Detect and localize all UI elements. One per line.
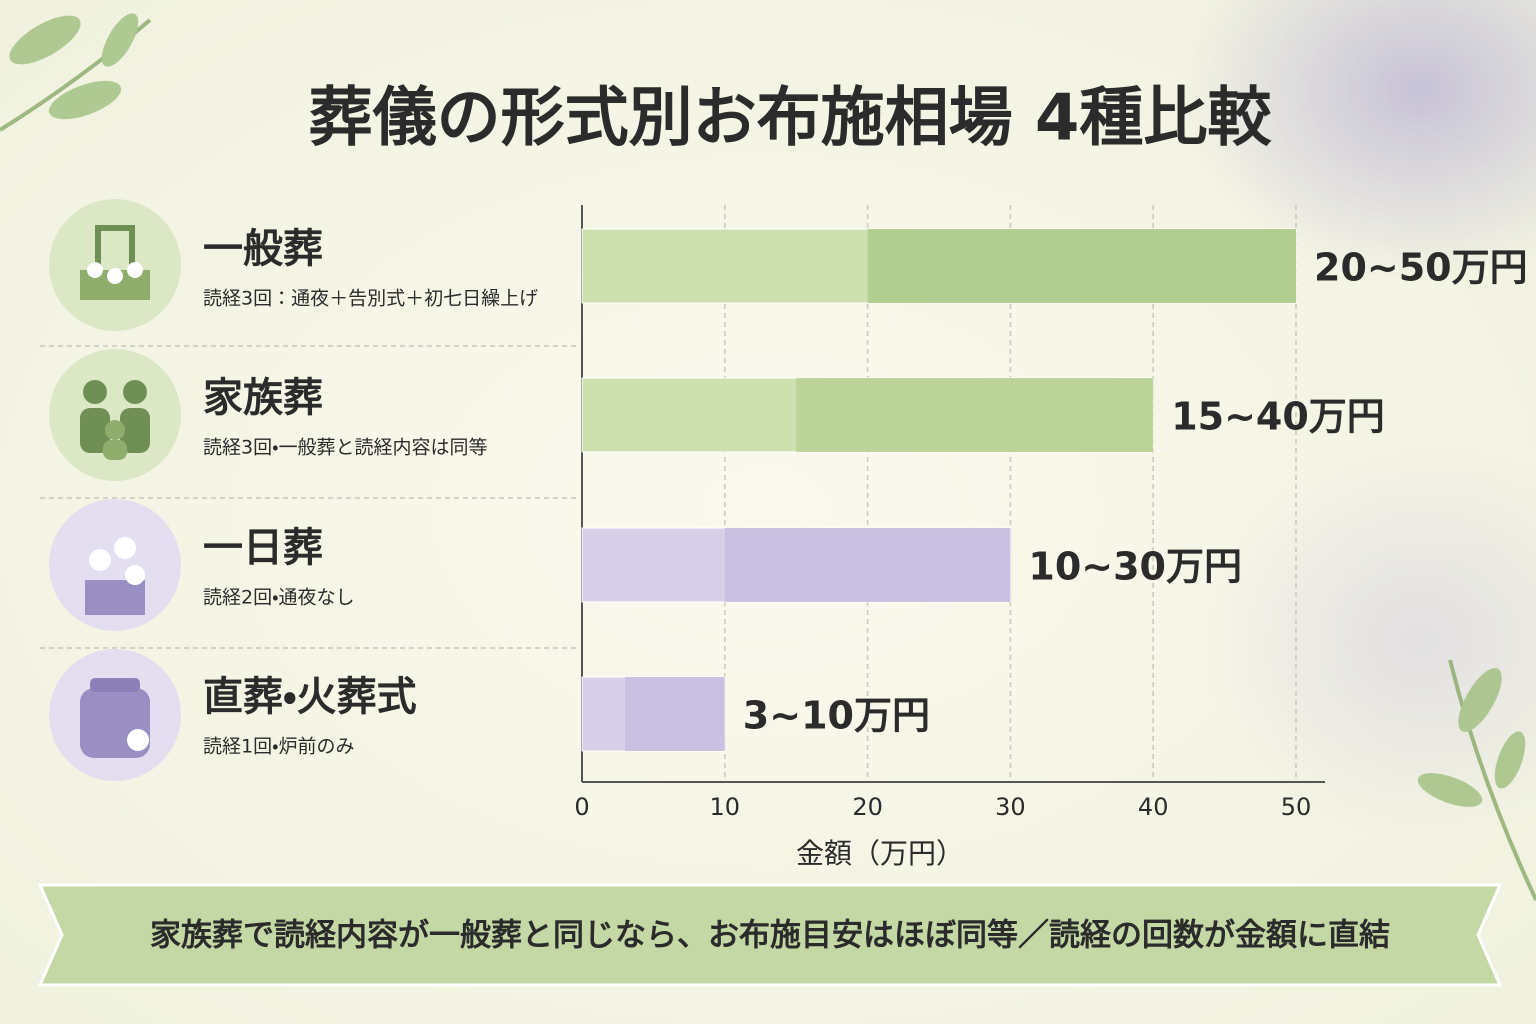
x-tick-label: 50	[1281, 793, 1312, 821]
category-name: 直葬・火葬式	[203, 674, 417, 720]
x-tick-label: 40	[1138, 793, 1169, 821]
category-note: 読経3回：通夜＋告別式＋初七日繰上げ	[203, 288, 538, 310]
category-name: 一般葬	[203, 226, 323, 272]
footer-text: 家族葬で読経内容が一般葬と同じなら、お布施目安はほぼ同等／読経の回数が金額に直結	[150, 918, 1390, 954]
category-name: 一日葬	[203, 525, 323, 571]
category-note: 読経3回・一般葬と読経内容は同等	[203, 437, 488, 459]
value-label: 15~40万円	[1171, 395, 1385, 439]
icons	[49, 199, 181, 781]
bar-range	[624, 677, 725, 751]
decoration	[1180, 0, 1536, 280]
title: 葬儀の形式別お布施相場 4種比較	[309, 82, 1273, 156]
bar-range	[796, 378, 1154, 452]
value-label: 3~10万円	[743, 694, 930, 738]
value-label: 10~30万円	[1028, 545, 1242, 589]
decoration	[1200, 440, 1536, 840]
category-name: 家族葬	[203, 375, 323, 421]
x-axis-label: 金額（万円）	[796, 837, 964, 870]
x-tick-label: 20	[852, 793, 883, 821]
bar-range	[867, 229, 1296, 303]
separators	[40, 345, 580, 649]
value-label: 20~50万円	[1314, 246, 1528, 290]
x-tick-label: 0	[574, 793, 589, 821]
category-note: 読経2回・通夜なし	[203, 587, 355, 609]
leaves	[0, 13, 1536, 901]
x-tick-label: 30	[995, 793, 1026, 821]
bar-range	[724, 528, 1011, 602]
x-tick-label: 10	[710, 793, 741, 821]
category-note: 読経1回・炉前のみ	[203, 736, 355, 758]
footer-banner: 家族葬で読経内容が一般葬と同じなら、お布施目安はほぼ同等／読経の回数が金額に直結	[37, 883, 1503, 987]
